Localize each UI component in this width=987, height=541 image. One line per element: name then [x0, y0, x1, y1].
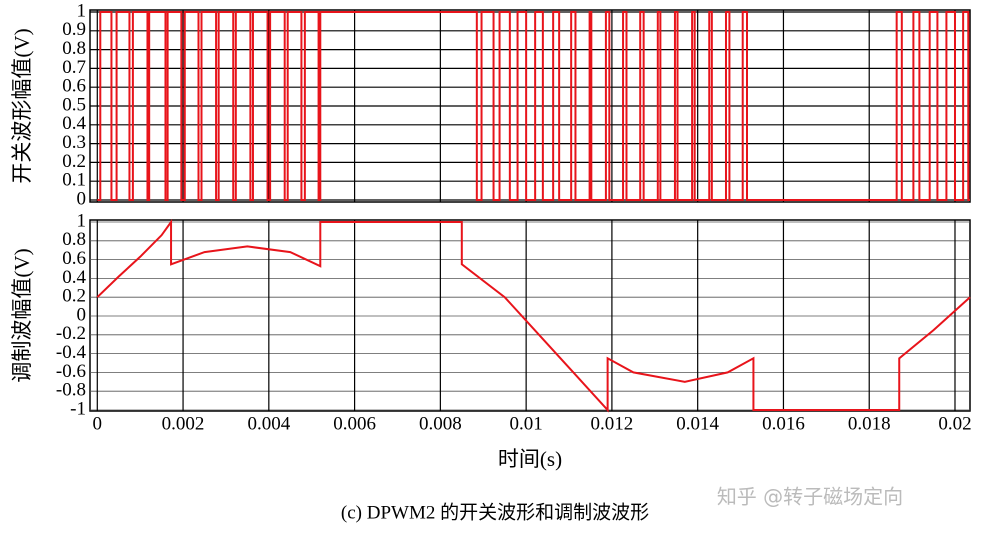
- y-tick-label: 0.3: [62, 132, 86, 153]
- watermark: 知乎 @转子磁场定向: [717, 485, 903, 509]
- x-tick-label: 0.016: [762, 413, 805, 434]
- caption: (c) DPWM2 的开关波形和调制波波形: [341, 501, 649, 523]
- y-tick-label: 0.2: [62, 151, 86, 172]
- x-tick-label: 0.012: [591, 413, 634, 434]
- y-tick-label: -0.4: [56, 342, 87, 363]
- y-tick-label: 0.6: [62, 76, 86, 97]
- y-tick-label: 0: [77, 304, 87, 325]
- y-tick-label: 0: [77, 188, 87, 209]
- x-tick-label: 0.014: [676, 413, 719, 434]
- y-tick-label: -0.2: [56, 323, 86, 344]
- x-tick-label: 0.01: [510, 413, 543, 434]
- x-axis-label: 时间(s): [498, 447, 562, 471]
- y-tick-label: 0.2: [62, 286, 86, 307]
- y-tick-label: 0.1: [62, 170, 86, 191]
- y-tick-label: -0.6: [56, 361, 86, 382]
- y-tick-label: 1: [77, 0, 87, 21]
- y-tick-label: 0.8: [62, 38, 86, 59]
- plot-frame: [89, 219, 971, 412]
- x-tick-label: 0.006: [333, 413, 376, 434]
- y-tick-label: 0.9: [62, 19, 86, 40]
- x-tick-label: 0.002: [162, 413, 205, 434]
- x-tick-label: 0.02: [938, 413, 971, 434]
- y-tick-label: -1: [70, 398, 86, 419]
- x-tick-label: 0.004: [247, 413, 290, 434]
- y-tick-label: 1: [77, 210, 87, 231]
- series-line: [97, 11, 970, 201]
- y-axis-label: 调制波幅值(V): [10, 248, 34, 382]
- y-tick-label: 0.8: [62, 229, 86, 250]
- y-tick-label: 0.4: [62, 267, 86, 288]
- y-tick-label: -0.8: [56, 380, 86, 401]
- x-tick-label: 0.018: [848, 413, 891, 434]
- y-tick-label: 0.4: [62, 113, 86, 134]
- x-tick-label: 0.008: [419, 413, 462, 434]
- y-tick-label: 0.6: [62, 248, 86, 269]
- x-tick-label: 0: [93, 413, 103, 434]
- y-tick-label: 0.7: [62, 57, 86, 78]
- y-axis-label: 开关波形幅值(V): [10, 28, 34, 183]
- y-tick-label: 0.5: [62, 94, 86, 115]
- series-line: [96, 218, 971, 413]
